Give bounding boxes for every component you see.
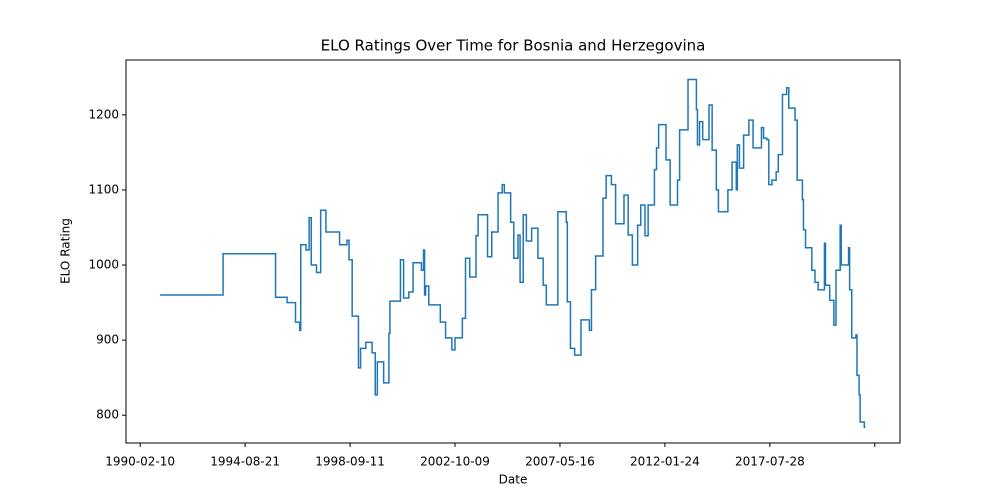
x-tick-label: 2007-05-16 (525, 455, 595, 469)
x-tick-label: 2017-07-28 (735, 455, 805, 469)
y-tick-label: 900 (96, 333, 119, 347)
y-tick-label: 1100 (88, 182, 119, 196)
x-tick-label: 2012-01-24 (630, 455, 700, 469)
y-axis-label: ELO Rating (59, 218, 73, 284)
chart-title: ELO Ratings Over Time for Bosnia and Her… (321, 37, 706, 55)
x-tick-label: 1990-02-10 (105, 455, 175, 469)
y-tick-label: 800 (96, 408, 119, 422)
x-tick-label: 2002-10-09 (420, 455, 490, 469)
rating-line (160, 78, 866, 428)
x-tick-label: 1998-09-11 (315, 455, 385, 469)
plot-frame (125, 59, 901, 444)
x-tick-label: 1994-08-21 (210, 455, 280, 469)
x-axis-label: Date (499, 473, 528, 487)
y-tick-label: 1000 (88, 258, 119, 272)
y-tick-label: 1200 (88, 107, 119, 121)
